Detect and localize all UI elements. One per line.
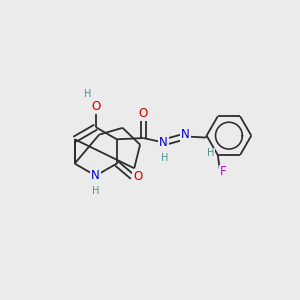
Text: F: F [220,166,227,178]
Text: N: N [181,128,190,141]
Text: O: O [139,107,148,120]
Text: H: H [83,89,91,99]
Text: N: N [159,136,168,149]
Text: N: N [91,169,100,182]
Text: O: O [133,170,142,183]
Text: H: H [161,153,169,163]
Text: H: H [207,148,214,158]
Text: O: O [91,100,100,113]
Text: H: H [92,187,99,196]
